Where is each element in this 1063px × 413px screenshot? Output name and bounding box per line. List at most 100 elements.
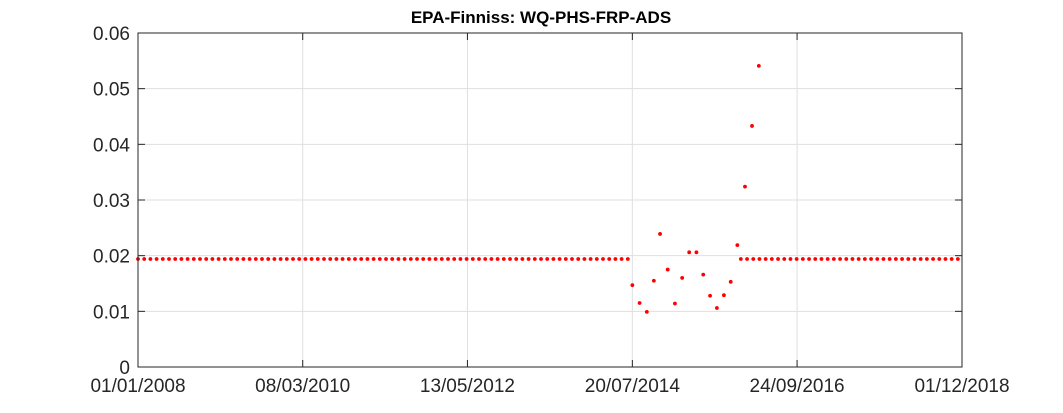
data-point: [415, 257, 419, 261]
data-point: [644, 309, 649, 314]
data-point: [526, 257, 531, 261]
data-point: [148, 257, 153, 261]
data-point: [458, 257, 463, 261]
data-point: [520, 257, 525, 261]
data-point: [191, 257, 196, 261]
data-point: [701, 272, 706, 277]
data-point: [297, 257, 302, 261]
data-point: [856, 257, 861, 261]
data-point: [906, 257, 911, 261]
data-point: [154, 257, 159, 261]
data-point: [408, 257, 413, 261]
data-point: [751, 257, 756, 261]
data-point: [782, 257, 787, 261]
data-point: [272, 257, 277, 261]
data-point: [198, 257, 202, 261]
data-point: [943, 257, 948, 261]
data-point: [601, 257, 605, 261]
data-points: [136, 63, 960, 314]
data-point: [470, 257, 475, 261]
axes-frame: [137, 32, 963, 368]
data-point: [743, 184, 747, 189]
data-point: [315, 257, 320, 261]
data-point: [353, 257, 357, 261]
data-point: [210, 257, 215, 261]
data-point: [875, 257, 880, 261]
data-point: [924, 257, 929, 261]
data-point: [142, 257, 147, 261]
data-point: [625, 257, 630, 261]
x-tick-label: 01/12/2018: [914, 376, 1009, 397]
data-point: [433, 257, 438, 261]
x-tick-label: 01/01/2008: [90, 376, 185, 397]
y-tick-label: 0.05: [93, 80, 130, 101]
y-tick-label: 0.06: [93, 24, 130, 45]
data-point: [247, 257, 252, 261]
data-point: [757, 257, 762, 261]
data-point: [887, 257, 892, 261]
data-point: [514, 257, 519, 261]
data-point: [377, 257, 382, 261]
data-point: [613, 257, 618, 261]
data-point: [489, 257, 494, 261]
data-point: [501, 257, 506, 261]
data-point: [937, 257, 942, 261]
data-point: [446, 257, 450, 261]
data-point: [788, 257, 793, 261]
data-point: [658, 232, 662, 236]
data-point: [328, 257, 333, 261]
data-point: [563, 257, 568, 261]
data-point: [204, 257, 209, 261]
data-point: [722, 293, 726, 298]
data-point: [844, 257, 849, 261]
data-point: [800, 257, 805, 261]
data-point: [687, 250, 692, 255]
data-point: [807, 257, 811, 261]
data-point: [266, 257, 271, 261]
x-tick-label: 24/09/2016: [750, 376, 845, 397]
data-point: [303, 257, 308, 261]
data-point: [253, 257, 258, 261]
data-point: [607, 257, 612, 261]
data-point: [750, 124, 754, 128]
data-point: [241, 257, 246, 261]
data-point: [309, 257, 314, 261]
data-point: [912, 257, 917, 261]
data-point: [918, 257, 923, 261]
data-point: [185, 257, 190, 261]
data-point: [551, 257, 556, 261]
data-point: [776, 257, 780, 261]
x-tick-label: 08/03/2010: [255, 376, 350, 397]
data-point: [390, 257, 395, 261]
data-point: [756, 63, 761, 68]
data-point: [160, 257, 165, 261]
data-point: [881, 257, 886, 261]
data-point: [763, 257, 768, 261]
tick-labels: 01/01/2008 08/03/2010 13/05/2012 20/07/2014…: [90, 24, 1009, 397]
data-point: [439, 257, 444, 261]
data-point: [637, 301, 642, 305]
data-point: [173, 257, 178, 261]
data-point: [955, 257, 960, 261]
data-point: [334, 257, 339, 261]
data-point: [694, 250, 699, 255]
y-tick-label: 0.04: [93, 135, 130, 156]
data-point: [813, 257, 818, 261]
data-point: [651, 278, 656, 283]
data-point: [838, 257, 842, 261]
data-point: [850, 257, 855, 261]
data-point: [495, 257, 500, 261]
data-point: [819, 257, 824, 261]
data-point: [284, 257, 289, 261]
data-point: [728, 279, 733, 284]
data-point: [735, 243, 740, 247]
data-point: [532, 257, 537, 261]
data-point: [365, 257, 370, 261]
data-point: [396, 257, 401, 261]
data-point: [680, 276, 685, 280]
data-point: [545, 257, 550, 261]
data-point: [539, 257, 543, 261]
data-point: [900, 257, 904, 261]
data-point: [216, 257, 221, 261]
data-point: [322, 257, 326, 261]
